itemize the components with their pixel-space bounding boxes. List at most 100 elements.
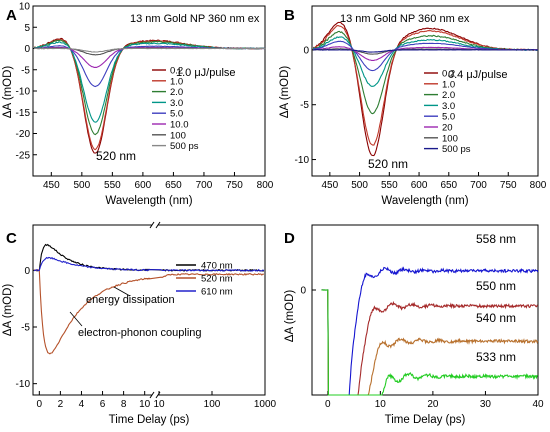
panel-a-fluence: 1.0 μJ/pulse	[176, 67, 236, 79]
panel-c-ylabel: ΔA (mOD)	[2, 284, 14, 337]
panel-c: C 0 2 4 6 8 10 10 100 1000 -10 -5 0 470 nm 520 nm 610…	[2, 221, 277, 426]
y-tick-label: 0	[24, 266, 30, 277]
x-tick-label: 650	[440, 180, 457, 191]
x-tick-label: 450	[43, 180, 60, 191]
y-tick-label: -5	[21, 65, 30, 76]
panel-a: A 450 500 550 600 650 700 750 800 -25 -20 -15 -10 -5…	[2, 2, 274, 208]
legend-label: 1.0	[442, 79, 455, 90]
x-tick-label: 10	[153, 399, 165, 410]
y-tick-label: -15	[16, 108, 31, 119]
panel-c-xlabel: Time Delay (ps)	[109, 414, 190, 426]
legend-label: 100	[442, 133, 458, 144]
panel-d-frame	[311, 224, 539, 396]
panel-a-annotation: 13 nm Gold NP 360 nm ex	[130, 13, 260, 25]
series-line-0.2	[312, 21, 539, 157]
x-tick-label: 550	[381, 180, 398, 191]
x-tick-label: 500	[351, 180, 368, 191]
x-tick-label: 500	[73, 180, 90, 191]
series-line-520-nm	[34, 269, 265, 355]
legend-label: 610 nm	[201, 287, 233, 298]
panel-a-frame	[32, 5, 266, 177]
axis-break-mark	[149, 391, 155, 399]
legend-label: 500 ps	[442, 144, 471, 155]
panel-b-frame	[311, 5, 539, 177]
x-tick-label: 650	[165, 180, 182, 191]
x-tick-label: 6	[100, 399, 106, 410]
series-line-1.0	[34, 38, 265, 151]
x-tick-label: 2	[58, 399, 64, 410]
x-tick-label: 10	[375, 399, 387, 410]
series-line-500-ps	[34, 47, 266, 53]
y-tick-label: 0	[300, 286, 306, 297]
legend-label: 470 nm	[201, 261, 233, 272]
panel-b-letter: B	[284, 7, 295, 24]
x-tick-label: 20	[427, 399, 439, 410]
legend-label: 0.2	[170, 66, 183, 77]
panel-c-anno-eph-pointer	[69, 311, 83, 327]
series-label: 533 nm	[476, 350, 516, 364]
y-tick-label: -25	[16, 150, 31, 161]
y-tick-label: -10	[16, 379, 31, 390]
x-tick-label: 700	[470, 180, 487, 191]
panel-b-xlabel: Wavelength (nm)	[381, 195, 468, 207]
x-tick-label: 700	[196, 180, 213, 191]
panel-c-anno-energy-pointer	[113, 286, 131, 297]
legend-label: 0.2	[442, 69, 455, 80]
axis-break-gap	[152, 221, 158, 229]
x-tick-label: 450	[321, 180, 338, 191]
y-tick-label: -5	[300, 100, 309, 111]
x-tick-label: 550	[104, 180, 121, 191]
panel-c-letter: C	[6, 230, 17, 247]
legend-label: 500 ps	[170, 141, 199, 152]
axis-break-mark	[155, 221, 161, 229]
legend-label: 100	[170, 130, 186, 141]
axis-break-mark	[155, 391, 161, 399]
panel-d-letter: D	[284, 230, 295, 247]
legend-label: 20	[442, 123, 453, 134]
y-tick-label: 0	[24, 44, 30, 55]
panel-c-anno-eph: electron-phonon coupling	[78, 327, 202, 339]
series-line-558-nm	[321, 266, 539, 396]
legend-label: 10.0	[170, 120, 189, 131]
panel-a-peak-label: 520 nm	[96, 149, 136, 163]
legend-label: 5.0	[442, 112, 455, 123]
x-tick-label: 8	[121, 399, 127, 410]
x-tick-label: 0	[325, 399, 331, 410]
y-tick-label: 0	[303, 45, 309, 56]
x-tick-label: 600	[135, 180, 152, 191]
series-label: 540 nm	[476, 311, 516, 325]
series-line-0.2	[34, 37, 265, 154]
panel-b-annotation: 13 nm Gold NP 360 nm ex	[340, 13, 470, 25]
x-tick-label: 750	[500, 180, 517, 191]
series-line-500-ps	[313, 48, 538, 53]
series-label: 558 nm	[476, 232, 516, 246]
legend-label: 520 nm	[201, 274, 233, 285]
x-tick-label: 4	[79, 399, 85, 410]
legend-label: 3.0	[442, 101, 455, 112]
series-line-5.0	[313, 40, 539, 72]
panel-a-ylabel: ΔA (mOD)	[2, 66, 14, 119]
y-tick-label: -10	[16, 87, 31, 98]
legend-label: 2.0	[442, 90, 455, 101]
x-tick-label: 750	[226, 180, 243, 191]
series-label: 550 nm	[476, 279, 516, 293]
series-line-610-nm	[33, 256, 265, 272]
legend-label: 1.0	[170, 76, 183, 87]
panel-c-frame	[32, 224, 266, 396]
x-tick-label: 600	[411, 180, 428, 191]
y-tick-label: -10	[295, 155, 310, 166]
x-tick-label: 100	[204, 399, 221, 410]
x-tick-label: 10	[139, 399, 151, 410]
x-tick-label: 40	[532, 399, 544, 410]
x-tick-label: 30	[480, 399, 492, 410]
series-line-2.0	[34, 39, 266, 136]
legend-label: 2.0	[170, 87, 183, 98]
panel-c-anno-energy: energy dissipation	[86, 294, 175, 306]
axis-break-gap	[152, 391, 158, 399]
x-tick-label: 800	[257, 180, 274, 191]
series-line-3.0	[33, 41, 266, 123]
y-tick-label: -5	[21, 323, 30, 334]
x-tick-label: 1000	[254, 399, 277, 410]
series-line-10.0	[34, 46, 266, 68]
panel-b-peak-label: 520 nm	[368, 157, 408, 171]
